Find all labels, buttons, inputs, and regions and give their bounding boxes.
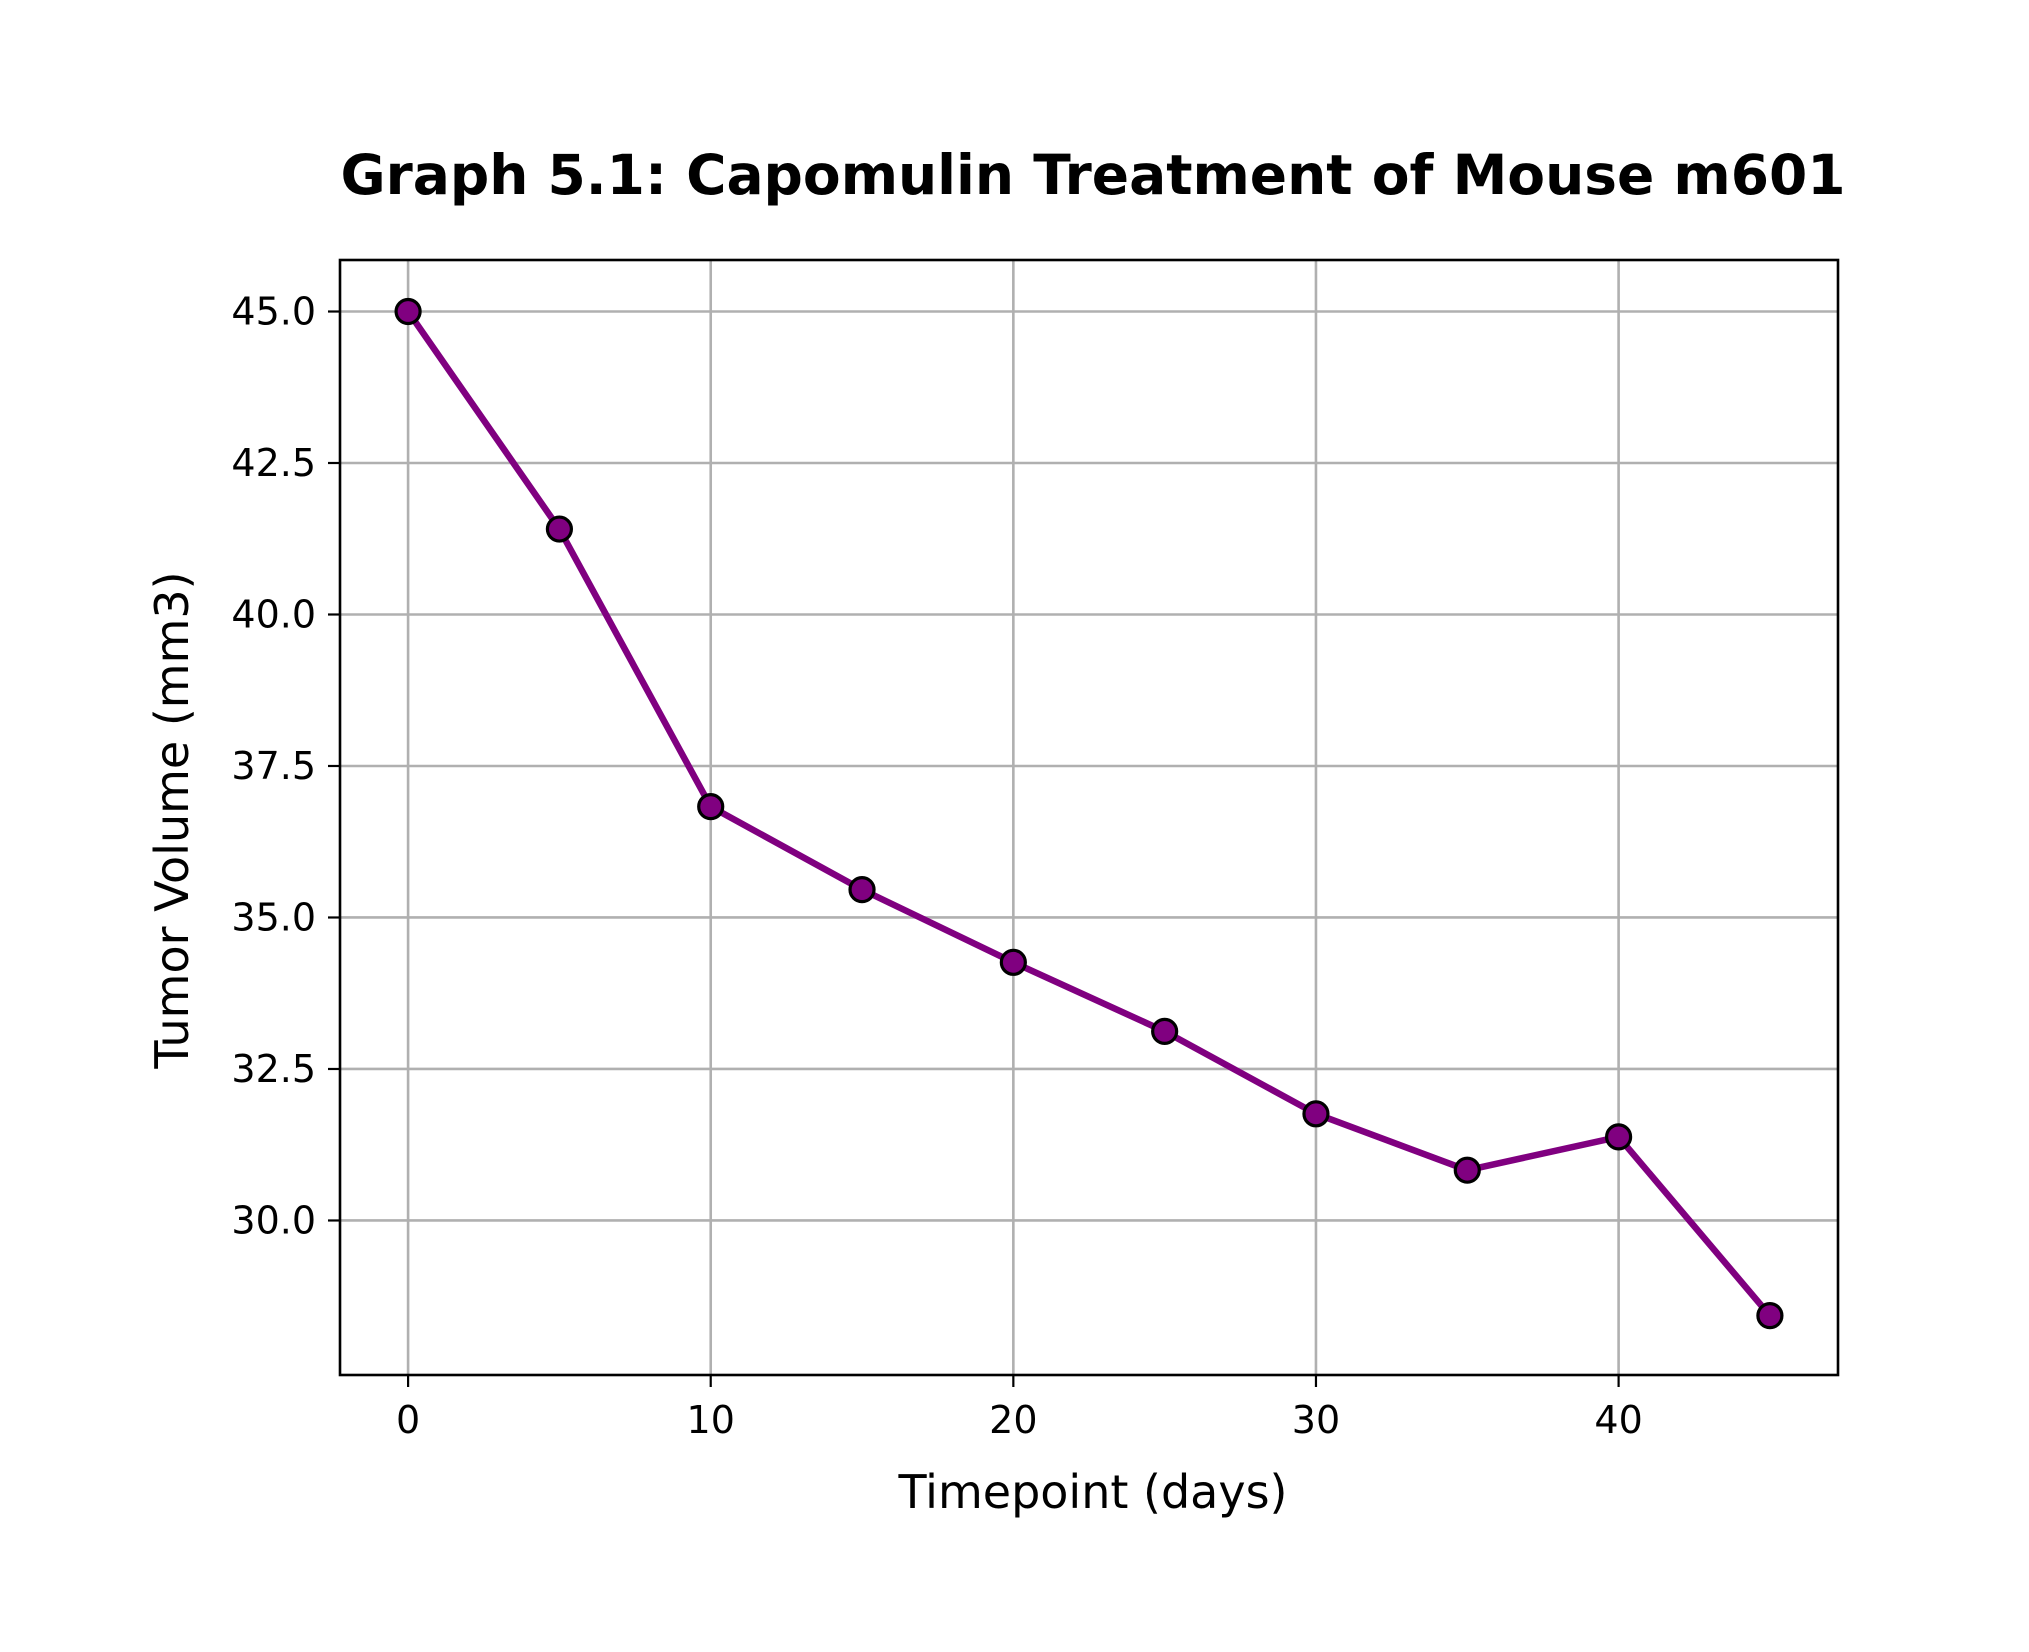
data-point (1151, 1017, 1179, 1046)
y-tick-label: 35.0 (231, 895, 316, 939)
y-tick-label: 45.0 (231, 290, 316, 334)
data-point (1604, 1123, 1633, 1151)
series (394, 297, 1784, 1330)
y-tick-label: 40.0 (231, 592, 316, 636)
data-point (545, 515, 574, 543)
x-tick-label: 40 (1594, 1398, 1642, 1442)
y-tick-label: 42.5 (231, 441, 316, 485)
y-tick-label: 37.5 (231, 744, 316, 788)
y-axis-label: Tumor Volume (mm3) (145, 571, 199, 1069)
y-tick-label: 32.5 (231, 1047, 316, 1091)
x-tick-label: 20 (989, 1398, 1037, 1442)
x-tick-label: 30 (1292, 1398, 1340, 1442)
data-point (999, 948, 1027, 976)
x-tick-label: 0 (396, 1398, 420, 1442)
data-point (848, 876, 876, 904)
x-axis-label: Timepoint (days) (898, 1465, 1288, 1519)
data-point (697, 792, 725, 821)
x-tick-label: 10 (687, 1398, 735, 1442)
y-tick-label: 30.0 (231, 1198, 316, 1242)
chart-title: Graph 5.1: Capomulin Treatment of Mouse … (340, 143, 1845, 207)
data-point (1302, 1100, 1330, 1128)
data-point (394, 297, 422, 326)
series-line (404, 308, 1774, 1319)
data-point (1756, 1302, 1784, 1330)
axis-ticks: 0 10 20 30 40 30.0 32.5 35.0 37.5 40.0 42.5 45.0 (231, 290, 1642, 1442)
data-point (1453, 1156, 1481, 1184)
plot-frame (338, 258, 1840, 1377)
